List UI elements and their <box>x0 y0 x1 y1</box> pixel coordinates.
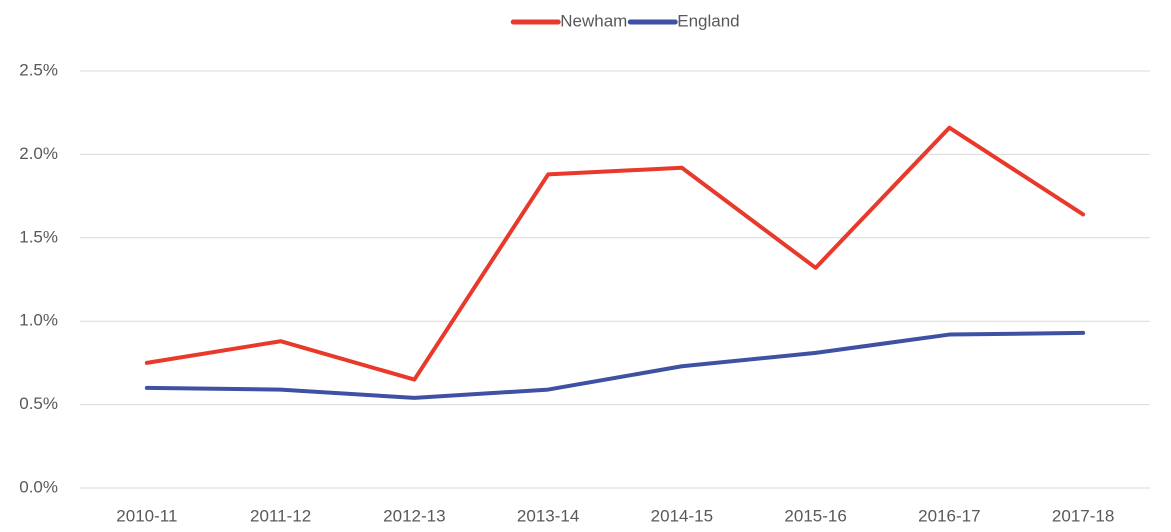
x-tick-label: 2011-12 <box>250 506 311 525</box>
legend-label: Newham <box>560 11 627 30</box>
x-tick-label: 2015-16 <box>784 506 846 525</box>
x-tick-label: 2017-18 <box>1052 506 1114 525</box>
y-tick-label: 2.0% <box>19 144 58 163</box>
x-tick-label: 2013-14 <box>517 506 579 525</box>
x-tick-label: 2010-11 <box>116 506 177 525</box>
x-tick-label: 2012-13 <box>383 506 445 525</box>
y-tick-label: 0.5% <box>19 394 58 413</box>
x-tick-label: 2016-17 <box>918 506 980 525</box>
line-series <box>144 125 1086 382</box>
y-tick-label: 1.5% <box>19 227 58 246</box>
y-tick-label: 0.0% <box>19 477 58 496</box>
legend-label: England <box>677 11 739 30</box>
y-tick-label: 2.5% <box>19 60 58 79</box>
line-series <box>144 330 1086 400</box>
x-tick-label: 2014-15 <box>651 506 713 525</box>
y-tick-label: 1.0% <box>19 311 58 330</box>
